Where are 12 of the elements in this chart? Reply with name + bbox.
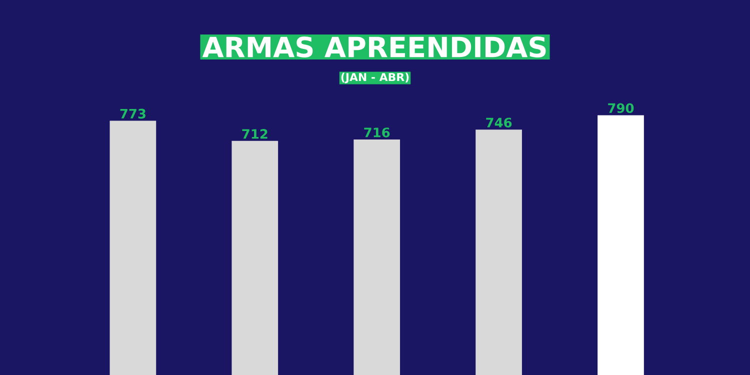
- chart-subtitle: (JAN - ABR): [341, 72, 409, 84]
- bar: [354, 140, 400, 375]
- bar: [232, 140, 278, 375]
- bar: [598, 115, 644, 375]
- bar: [476, 130, 522, 375]
- chart-title: ARMAS APREENDIDAS: [202, 36, 546, 58]
- data-label: 746: [486, 118, 512, 128]
- data-label: 716: [364, 128, 390, 138]
- data-label: 790: [608, 103, 634, 114]
- bar: [110, 120, 156, 375]
- data-label: 712: [242, 129, 268, 139]
- data-label: 773: [120, 108, 146, 119]
